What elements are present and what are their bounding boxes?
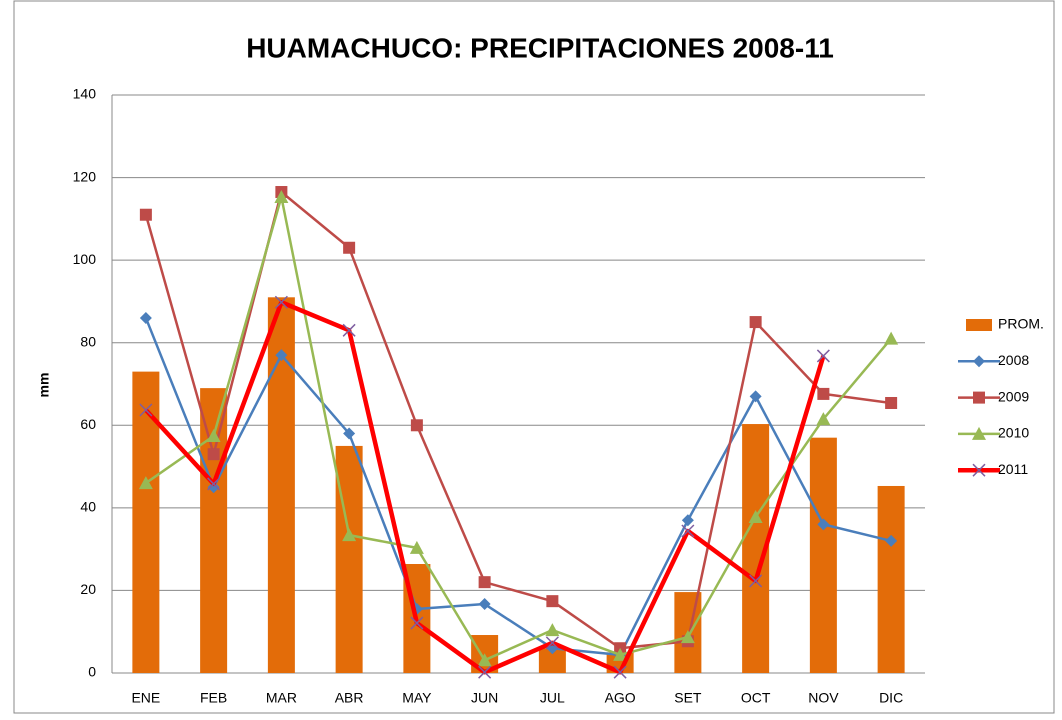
x-tick-label: SET (674, 690, 702, 706)
legend-marker (972, 426, 986, 440)
marker (477, 653, 492, 667)
legend-label: 2008 (998, 352, 1029, 368)
legend-label: PROM. (998, 316, 1044, 332)
marker (207, 481, 220, 494)
marker (478, 576, 491, 589)
marker (884, 331, 899, 345)
marker (342, 528, 357, 542)
marker (748, 509, 763, 523)
line (144, 317, 892, 657)
x-tick-label: AGO (605, 690, 636, 706)
bar (877, 485, 905, 673)
y-tick-label: 140 (73, 86, 97, 102)
marker (343, 427, 356, 440)
marker (478, 598, 491, 611)
marker (546, 595, 559, 608)
y-tick-label: 80 (80, 333, 96, 349)
x-tick-label: ABR (335, 690, 364, 706)
y-tick-label: 20 (80, 581, 96, 597)
marker (206, 429, 221, 443)
marker (885, 534, 898, 547)
x-tick-label: FEB (200, 690, 227, 706)
marker (275, 349, 288, 362)
legend-label: 2009 (998, 388, 1029, 404)
marker (139, 311, 152, 324)
x-tick-label: MAY (402, 690, 432, 706)
marker (817, 518, 830, 531)
y-tick-label: 40 (80, 499, 96, 515)
marker (681, 524, 695, 538)
y-axis-label: mm (36, 373, 52, 398)
marker (613, 665, 627, 679)
x-tick-label: MAR (266, 690, 297, 706)
marker (274, 295, 288, 309)
marker (410, 616, 424, 630)
marker (207, 448, 220, 461)
marker (139, 403, 153, 417)
marker (342, 323, 356, 337)
bar (132, 371, 160, 673)
marker (409, 540, 424, 554)
chart-title: HUAMACHUCO: PRECIPITACIONES 2008-11 (246, 32, 834, 63)
marker (343, 241, 356, 254)
x-tick-label: NOV (808, 690, 839, 706)
marker (139, 208, 152, 221)
marker (545, 636, 559, 650)
marker (749, 390, 762, 403)
legend-label: 2011 (998, 461, 1028, 477)
x-tick-label: JUL (540, 690, 565, 706)
x-tick-label: JUN (471, 690, 498, 706)
marker (817, 387, 830, 400)
x-tick-label: ENE (131, 690, 160, 706)
y-tick-label: 100 (73, 251, 97, 267)
marker (138, 476, 153, 490)
legend-label: 2010 (998, 425, 1029, 441)
marker (680, 630, 695, 644)
marker (410, 419, 423, 432)
marker (545, 623, 560, 637)
marker (885, 396, 898, 409)
marker (749, 316, 762, 329)
x-tick-label: DIC (879, 690, 903, 706)
y-tick-label: 120 (73, 168, 97, 184)
legend-marker (973, 355, 985, 368)
bar (335, 445, 363, 673)
legend-swatch (966, 319, 992, 331)
marker (816, 349, 830, 363)
legend-marker (972, 463, 986, 477)
marker (478, 665, 492, 679)
y-tick-label: 60 (80, 416, 96, 432)
legend-marker (973, 391, 985, 404)
marker (274, 189, 289, 203)
marker (749, 574, 763, 588)
marker (207, 477, 221, 491)
marker (681, 514, 694, 527)
line (145, 195, 893, 662)
marker (816, 412, 831, 426)
y-tick-label: 0 (88, 664, 96, 680)
x-tick-label: OCT (741, 690, 771, 706)
marker (613, 647, 628, 661)
bar (809, 437, 837, 673)
